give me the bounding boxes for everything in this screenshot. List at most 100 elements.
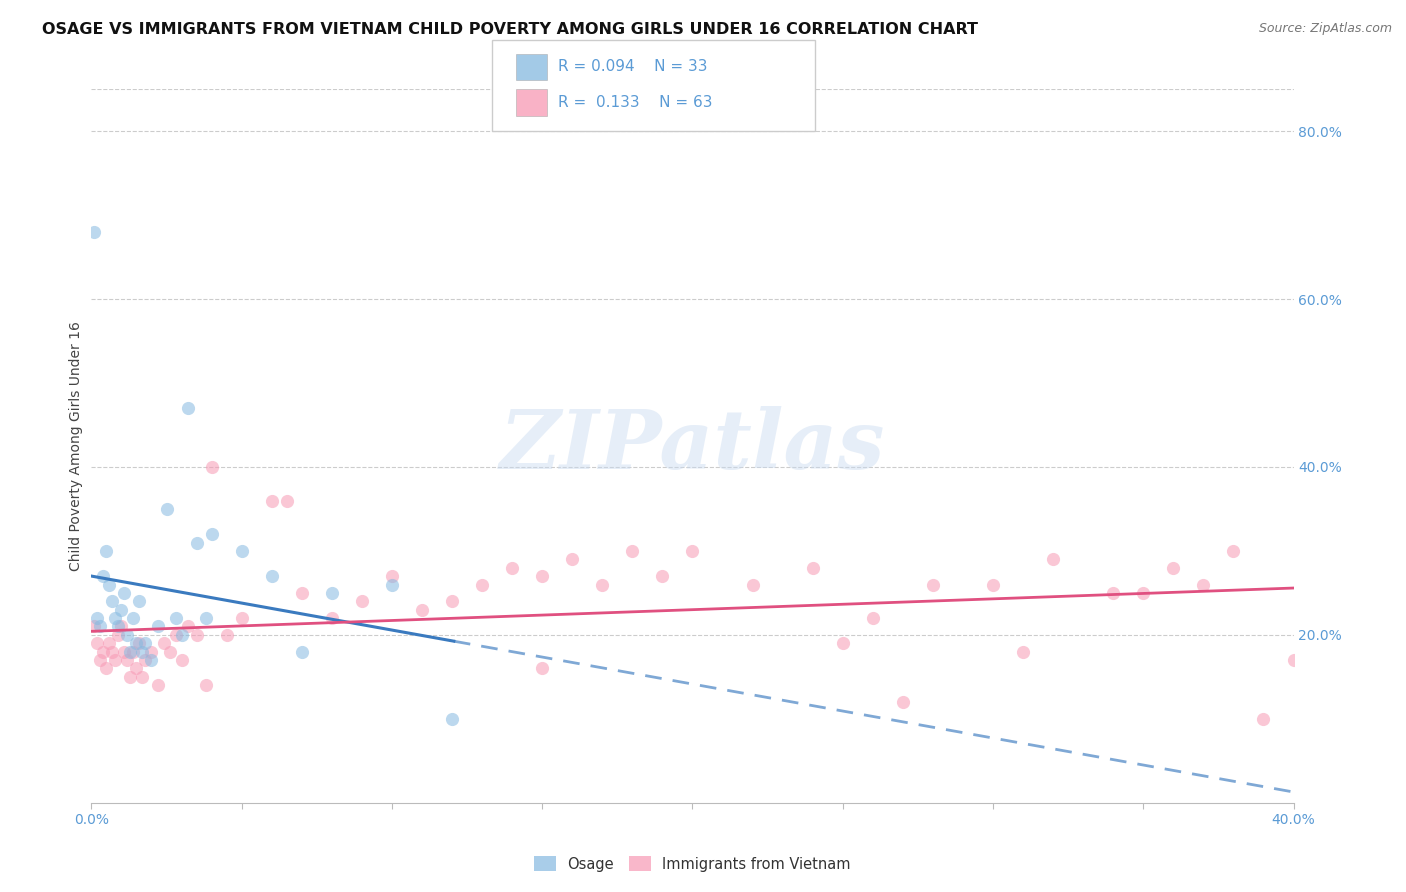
Point: [120, 670, 142, 684]
Point: [561, 552, 583, 566]
Point: [152, 636, 174, 650]
Point: [128, 636, 150, 650]
Point: [101, 594, 124, 608]
Point: [104, 611, 127, 625]
Point: [1102, 586, 1125, 600]
Point: [114, 645, 136, 659]
Point: [1253, 712, 1275, 726]
Point: [86, 611, 108, 625]
Point: [260, 493, 283, 508]
Point: [155, 502, 177, 516]
Point: [1282, 653, 1305, 667]
Point: [681, 544, 703, 558]
Point: [165, 611, 187, 625]
Point: [146, 678, 169, 692]
Point: [321, 586, 343, 600]
Point: [741, 577, 763, 591]
Point: [831, 636, 853, 650]
Point: [128, 594, 150, 608]
Point: [98, 636, 121, 650]
Point: [176, 619, 198, 633]
Point: [194, 678, 217, 692]
Point: [104, 653, 127, 667]
Point: [96, 661, 118, 675]
Legend: Osage, Immigrants from Vietnam: Osage, Immigrants from Vietnam: [529, 850, 856, 878]
Point: [194, 611, 217, 625]
Point: [321, 611, 343, 625]
Text: R = 0.094    N = 33: R = 0.094 N = 33: [558, 60, 707, 74]
Point: [1132, 586, 1154, 600]
Point: [170, 653, 193, 667]
Point: [96, 544, 118, 558]
Point: [440, 712, 463, 726]
Point: [291, 586, 314, 600]
Point: [110, 603, 132, 617]
Point: [122, 611, 145, 625]
Point: [131, 645, 153, 659]
Point: [159, 645, 181, 659]
Point: [107, 619, 129, 633]
Point: [862, 611, 884, 625]
Point: [891, 695, 914, 709]
Point: [531, 661, 554, 675]
Point: [146, 619, 169, 633]
Point: [125, 661, 148, 675]
Point: [107, 628, 129, 642]
Text: OSAGE VS IMMIGRANTS FROM VIETNAM CHILD POVERTY AMONG GIRLS UNDER 16 CORRELATION : OSAGE VS IMMIGRANTS FROM VIETNAM CHILD P…: [42, 22, 979, 37]
Point: [101, 645, 124, 659]
Point: [110, 619, 132, 633]
Text: Source: ZipAtlas.com: Source: ZipAtlas.com: [1258, 22, 1392, 36]
Point: [89, 653, 111, 667]
Point: [471, 577, 494, 591]
Point: [122, 645, 145, 659]
Point: [83, 225, 105, 239]
Point: [186, 535, 208, 549]
Point: [1161, 560, 1184, 574]
Point: [141, 645, 163, 659]
Point: [117, 628, 139, 642]
Point: [260, 569, 283, 583]
Point: [93, 569, 115, 583]
Point: [231, 611, 253, 625]
Point: [134, 653, 156, 667]
Point: [621, 544, 644, 558]
Point: [501, 560, 523, 574]
Point: [531, 569, 554, 583]
Point: [114, 586, 136, 600]
Point: [440, 594, 463, 608]
Point: [125, 636, 148, 650]
Point: [411, 603, 433, 617]
Point: [350, 594, 373, 608]
Point: [170, 628, 193, 642]
Point: [86, 636, 108, 650]
Y-axis label: Child Poverty Among Girls Under 16: Child Poverty Among Girls Under 16: [69, 321, 83, 571]
Point: [165, 628, 187, 642]
Point: [120, 645, 142, 659]
Point: [201, 460, 224, 475]
Point: [651, 569, 673, 583]
Point: [1222, 544, 1244, 558]
Point: [1042, 552, 1064, 566]
Point: [291, 645, 314, 659]
Point: [176, 401, 198, 416]
Text: R =  0.133    N = 63: R = 0.133 N = 63: [558, 95, 713, 110]
Point: [276, 493, 298, 508]
Point: [591, 577, 613, 591]
Point: [134, 636, 156, 650]
Point: [93, 645, 115, 659]
Point: [231, 544, 253, 558]
Point: [117, 653, 139, 667]
Point: [83, 619, 105, 633]
Point: [922, 577, 945, 591]
Point: [1192, 577, 1215, 591]
Point: [1012, 645, 1035, 659]
Point: [131, 670, 153, 684]
Point: [801, 560, 824, 574]
Point: [381, 569, 404, 583]
Point: [141, 653, 163, 667]
Point: [186, 628, 208, 642]
Point: [201, 527, 224, 541]
Text: ZIPatlas: ZIPatlas: [499, 406, 886, 486]
Point: [215, 628, 238, 642]
Point: [381, 577, 404, 591]
